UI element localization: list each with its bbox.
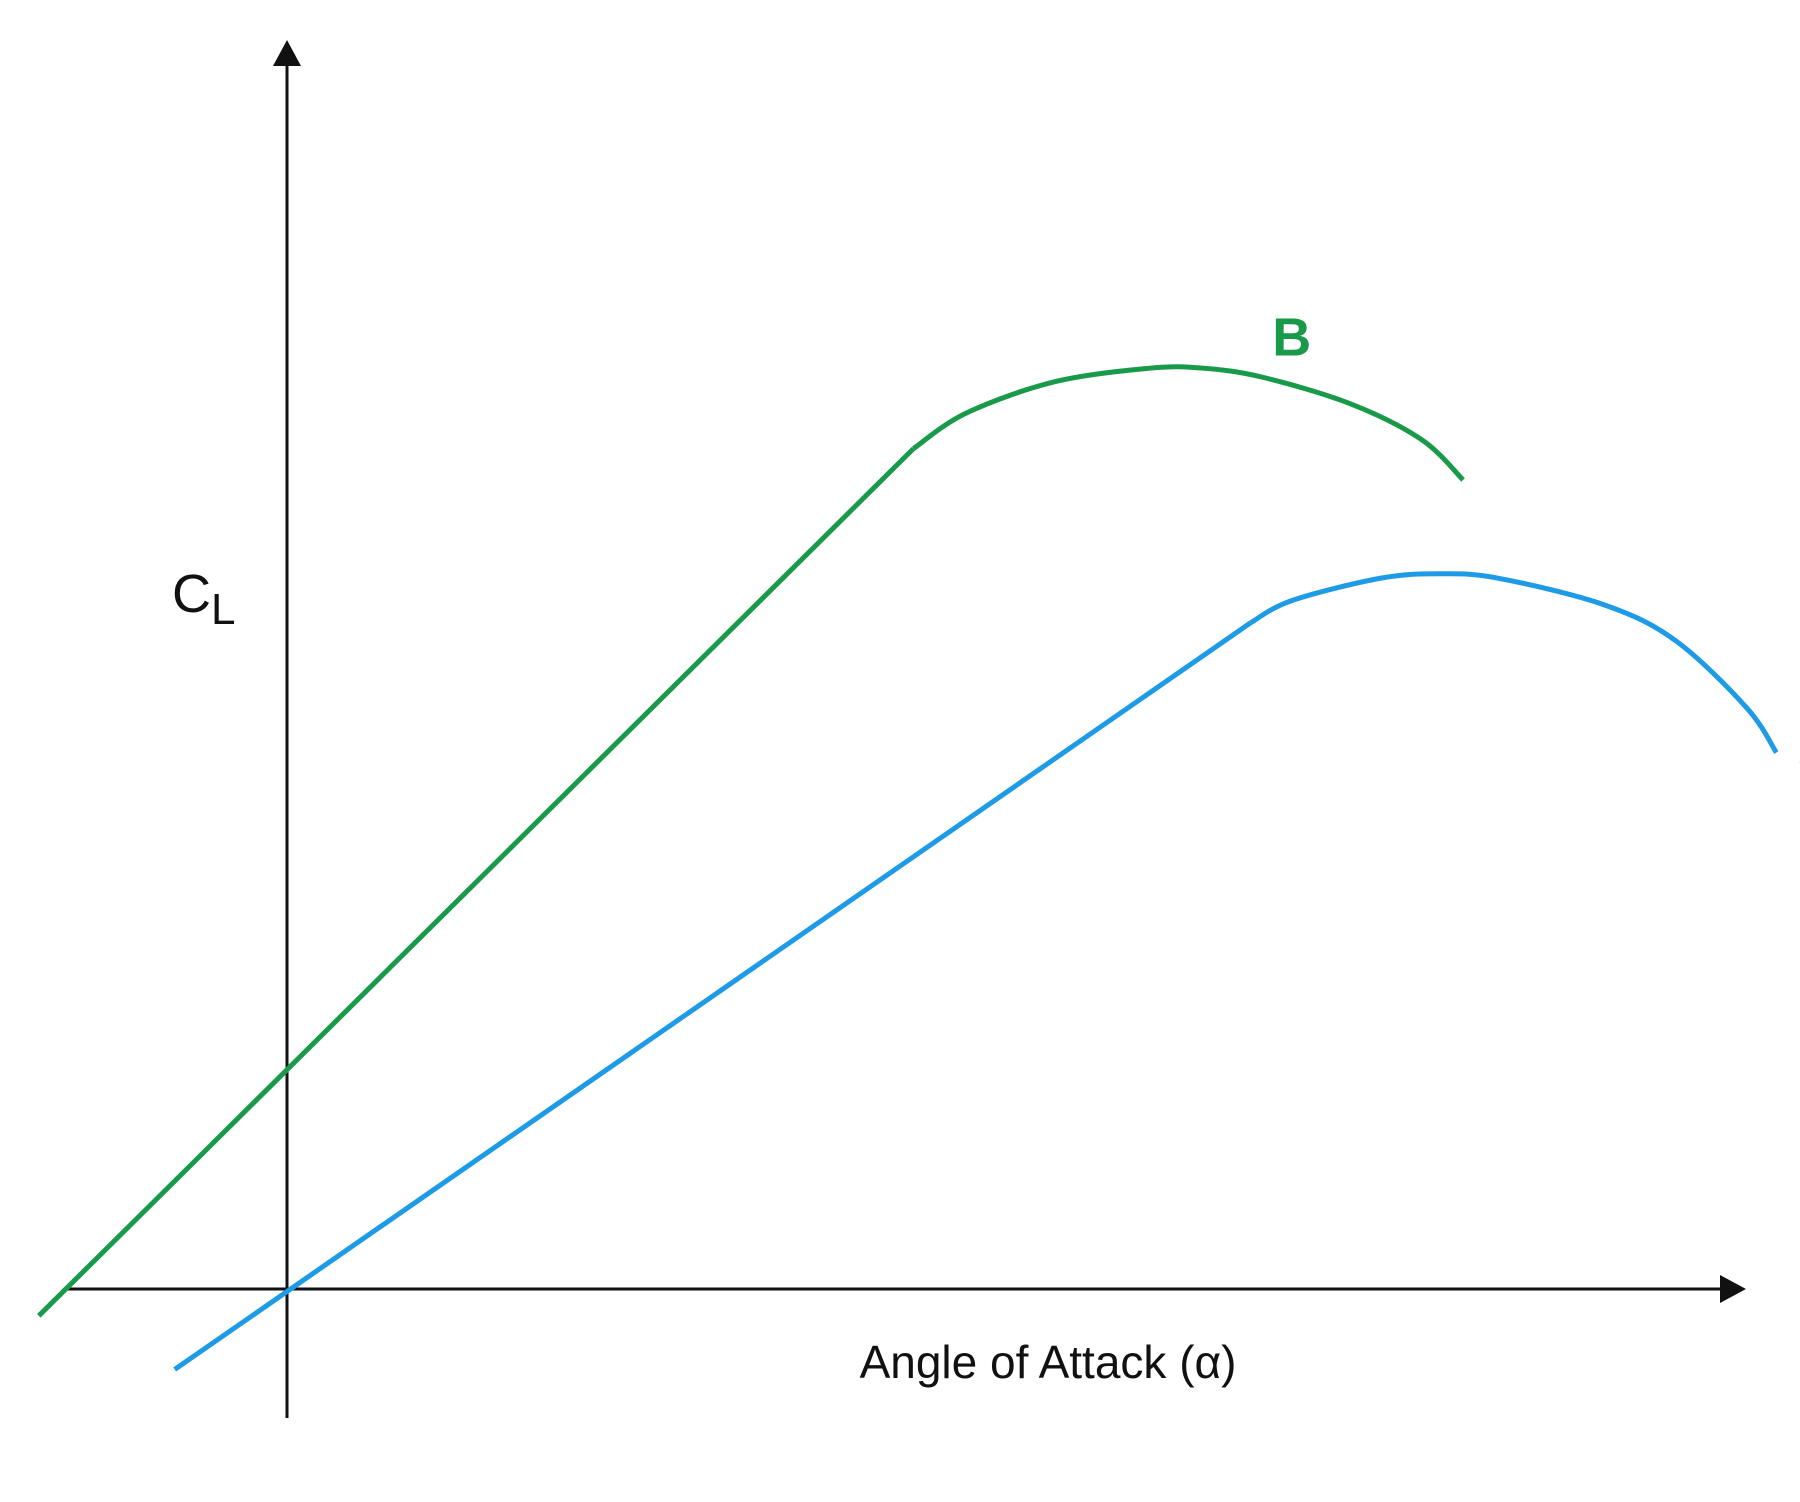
series-a-label: A (1798, 714, 1800, 774)
y-axis-title-subscript: L (211, 585, 235, 634)
series-a-stall-curve (1249, 571, 1779, 754)
y-axis-title-main: C (172, 564, 211, 624)
series-b-linear-segment (37, 446, 916, 1318)
x-axis-title: Angle of Attack (α) (860, 1336, 1237, 1388)
series-layer (37, 364, 1779, 1372)
series-b-stall-curve (912, 364, 1465, 482)
axes (64, 40, 1746, 1418)
series-a (173, 571, 1779, 1372)
series-a-linear-segment (173, 620, 1252, 1372)
y-axis-arrowhead-icon (273, 40, 301, 66)
y-axis-title: CL (172, 564, 235, 634)
series-b (37, 364, 1465, 1318)
series-b-label: B (1272, 308, 1311, 368)
labels-layer: Angle of Attack (α) CL A B (172, 308, 1800, 1388)
x-axis-arrowhead-icon (1720, 1275, 1746, 1303)
